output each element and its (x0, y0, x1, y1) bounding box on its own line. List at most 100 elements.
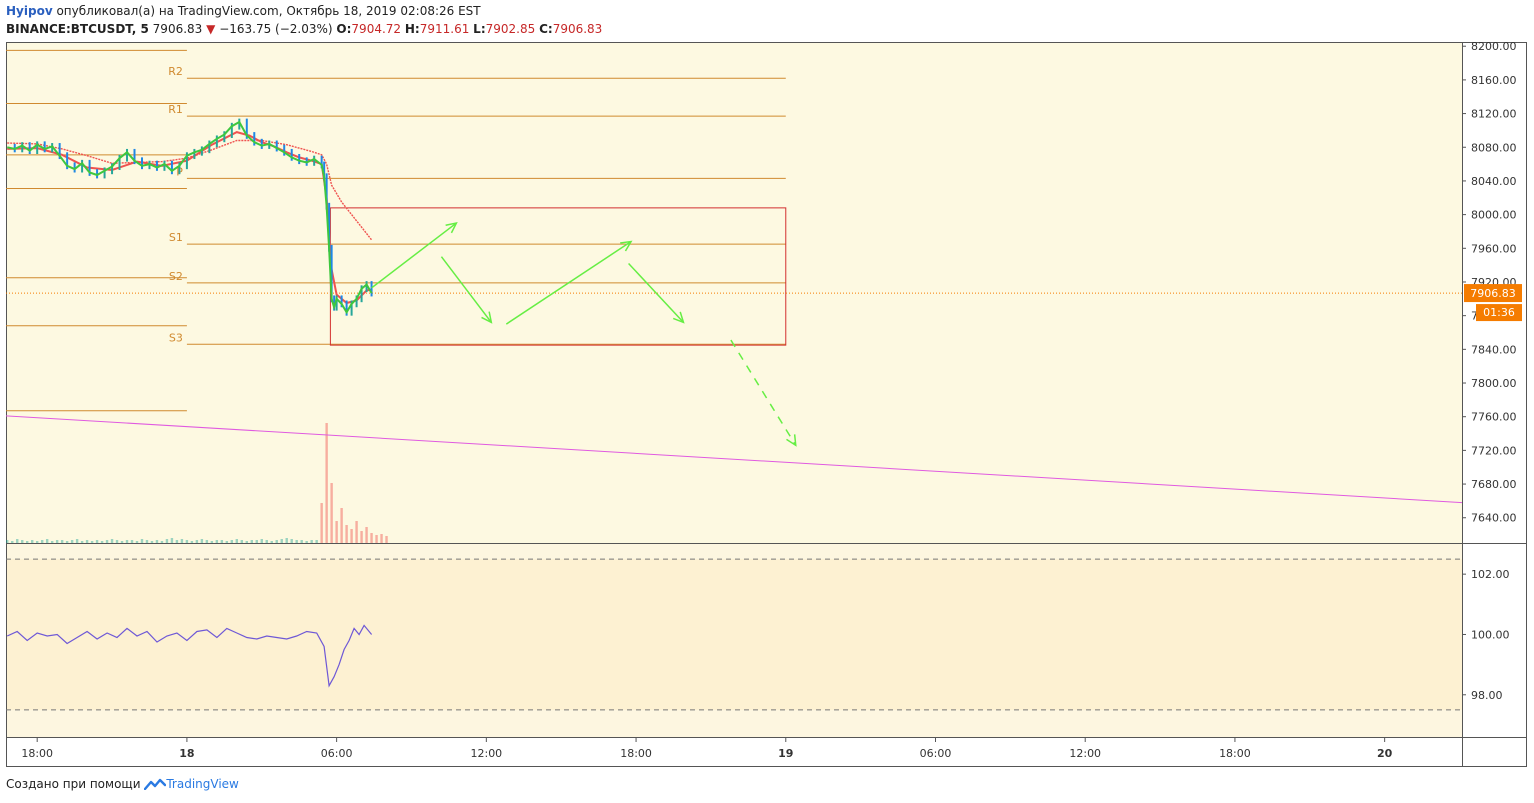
price-tick-label: 8200.00 (1471, 40, 1517, 53)
high-value: 7911.61 (419, 22, 470, 36)
volume-bar (325, 423, 328, 543)
time-axis: 18:00 18 06:00 12:00 18:00 19 06:00 12:00 18:00 2… (21, 738, 1393, 760)
volume-bar (310, 540, 313, 543)
price-line (6, 120, 373, 315)
volume-bar (350, 529, 353, 543)
created-with-text: Создано при помощи (6, 777, 141, 791)
volume-bar (125, 540, 129, 543)
ohlc-legend: BINANCE:BTCUSDT, 5 7906.83 ▼ −163.75 (−2… (6, 22, 602, 36)
projection-arrow-head (481, 311, 493, 324)
volume-bar (170, 538, 174, 543)
volume-bar (345, 525, 348, 543)
volume-bar (210, 541, 214, 543)
projection-arrow-shaft (628, 262, 685, 323)
volume-bar (26, 541, 29, 543)
volume-bar (105, 540, 109, 543)
volume-bar (285, 538, 288, 543)
price-tick-label: 7680.00 (1471, 478, 1517, 491)
price-tick-label: 7640.00 (1471, 512, 1517, 525)
projection-arrow-head (672, 311, 685, 324)
time-tick-label: 18:00 (1219, 747, 1251, 760)
oscillator-axis: 102.00 100.00 98.00 (1462, 568, 1510, 702)
projection-arrows (371, 221, 797, 447)
volume-bar (375, 535, 378, 543)
oscillator-tick-label: 98.00 (1471, 689, 1503, 702)
countdown-badge-text: 01:36 (1483, 306, 1515, 319)
price-tick-label: 8160.00 (1471, 74, 1517, 87)
volume-bar (370, 533, 373, 543)
volume-bar (145, 540, 149, 543)
last-price: 7906.83 (152, 22, 203, 36)
pivot-label: S1 (169, 231, 183, 244)
volume-bar (380, 534, 383, 543)
volume-bar (330, 483, 333, 543)
pivot-levels: R2R1PS1S2S3 (168, 65, 786, 345)
volume-bar (11, 541, 14, 543)
chart-frame (6, 42, 1527, 767)
high-label: H: (404, 22, 420, 36)
volume-bar (75, 539, 79, 543)
volume-bar (175, 540, 179, 543)
volume-bar (255, 540, 258, 543)
price-tick-label: 7760.00 (1471, 411, 1517, 424)
volume-bar (320, 503, 323, 543)
open-value: 7904.72 (351, 22, 402, 36)
volume-bar (85, 540, 89, 543)
projection-arrow-head (445, 221, 458, 234)
time-tick-label: 06:00 (920, 747, 952, 760)
price-tick-label: 7800.00 (1471, 377, 1517, 390)
volume-bar (55, 540, 59, 543)
open-label: O: (336, 22, 352, 36)
price-tick-label: 8000.00 (1471, 209, 1517, 222)
tradingview-brand[interactable]: TradingView (166, 777, 239, 791)
low-label: L: (473, 22, 486, 36)
volume-bar (200, 539, 204, 543)
volume-bar (180, 539, 184, 543)
volume-bar (65, 541, 69, 543)
volume-bar (35, 541, 39, 543)
volume-bar (365, 527, 368, 543)
volume-bar (150, 541, 154, 543)
time-tick-label: 19 (778, 747, 793, 760)
volume-bar (300, 540, 303, 543)
projection-arrow-shaft (505, 240, 632, 325)
volume-bar (205, 540, 209, 543)
volume-bar (195, 540, 199, 543)
pivot-label: S3 (169, 331, 183, 344)
symbol-label[interactable]: BINANCE:BTCUSDT, 5 (6, 22, 149, 36)
author-name[interactable]: Hyipov (6, 4, 53, 18)
tradingview-logo-icon (144, 778, 167, 791)
current-price-badge-text: 7906.83 (1470, 287, 1516, 300)
volume-bar (40, 540, 44, 543)
projection-arrow-shaft (440, 256, 492, 323)
volume-bar (305, 541, 308, 543)
trend-line (5, 415, 1463, 504)
time-tick-label: 12:00 (470, 747, 502, 760)
volume-bar (165, 539, 169, 543)
volume-bar (95, 540, 99, 543)
projection-arrow-head (620, 240, 633, 252)
volume-bar (355, 521, 358, 543)
pivot-label: R2 (168, 65, 183, 78)
volume-bar (265, 540, 268, 543)
volume-bar (120, 541, 124, 543)
prior-pivot-levels (6, 49, 187, 412)
volume-bar (260, 539, 263, 543)
pivot-label: R1 (168, 103, 183, 116)
close-label: C: (539, 22, 553, 36)
volume-bar (80, 541, 84, 543)
time-tick-label: 18 (179, 747, 194, 760)
volume-bar (130, 540, 134, 543)
volume-bar (385, 536, 388, 543)
volume-bar (340, 508, 343, 543)
publish-info: Hyipov опубликовал(а) на TradingView.com… (6, 4, 481, 18)
volume-bar (160, 541, 164, 543)
price-pane-background (6, 42, 1462, 543)
projection-arrow-head (786, 434, 797, 447)
price-axis: 8200.00 8160.00 8120.00 8080.00 8040.00 8000.… (1462, 40, 1517, 525)
time-tick-label: 06:00 (321, 747, 353, 760)
footer: Создано при помощи TradingView (6, 777, 239, 791)
volume-bar (270, 541, 273, 543)
oscillator-tick-label: 102.00 (1471, 568, 1510, 581)
